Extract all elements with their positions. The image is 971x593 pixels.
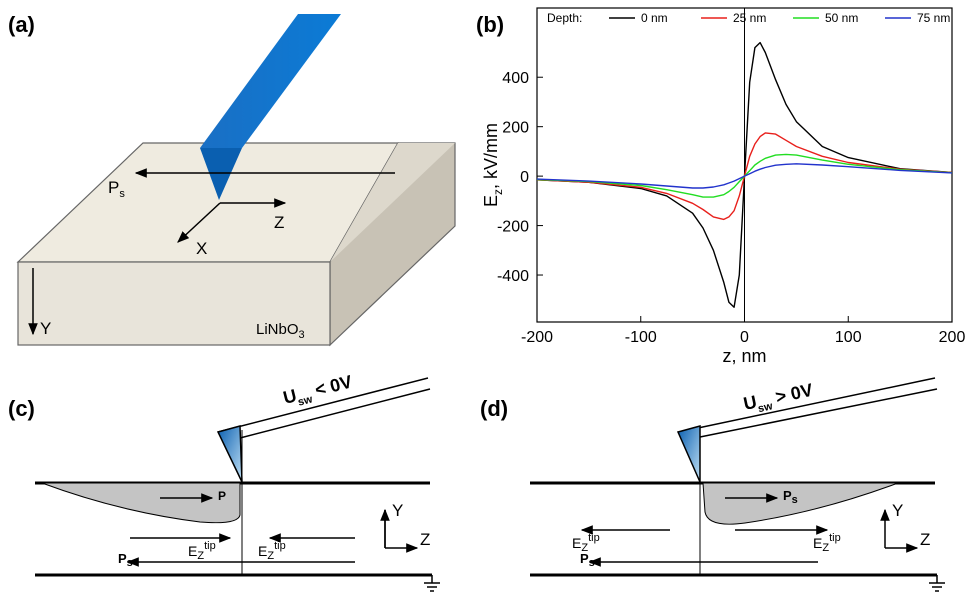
domain xyxy=(42,483,240,523)
domain xyxy=(703,483,898,524)
y-tick-label: 400 xyxy=(502,70,529,87)
label-sub: s xyxy=(792,494,798,506)
label: Usw > 0V xyxy=(742,380,816,418)
panel-label: (d) xyxy=(480,396,508,421)
label: EZtip xyxy=(188,540,216,562)
y-axis-label-part: E xyxy=(481,195,501,207)
label-main: P xyxy=(108,178,119,197)
legend-title: Depth: xyxy=(547,11,582,25)
label-sub: 3 xyxy=(299,329,305,341)
label: Ps xyxy=(118,551,133,569)
panel-a: (a) Ps Z X Y LiNbO3 xyxy=(8,12,455,345)
x-tick-label: 0 xyxy=(740,329,749,346)
label-sub: s xyxy=(589,557,595,569)
legend-label: 0 nm xyxy=(641,11,668,25)
label-rest: < 0V xyxy=(308,371,354,401)
tip xyxy=(678,426,700,482)
figure: (a) Ps Z X Y LiNbO3 (b) -400 -200 0 200 400 -… xyxy=(0,0,971,593)
ground xyxy=(929,575,945,591)
y-axis-label-part: , kV/mm xyxy=(481,123,501,189)
label-sub: s xyxy=(119,188,125,200)
legend-label: 50 nm xyxy=(825,11,858,25)
y-tick-label: 0 xyxy=(520,169,529,186)
label-main: P xyxy=(783,488,792,503)
x-axis-label: z, nm xyxy=(722,346,766,366)
label: X xyxy=(196,239,207,258)
label-main: LiNbO xyxy=(256,321,299,338)
y-tick-label: -200 xyxy=(497,219,529,236)
label-sup: tip xyxy=(274,540,286,552)
y-tick-label: -400 xyxy=(497,268,529,285)
label-sub: s xyxy=(127,557,133,569)
cantilever xyxy=(200,14,341,148)
label-rest: > 0V xyxy=(769,380,815,408)
panel-b: (b) -400 -200 0 200 400 -200 -100 0 100 200 z, nm E… xyxy=(476,8,965,366)
label-main: P xyxy=(118,551,127,566)
label: Z xyxy=(420,530,430,549)
label: Y xyxy=(892,501,903,520)
legend-label: 75 nm xyxy=(917,11,950,25)
panel-label: (a) xyxy=(8,12,35,37)
x-tick-label: 200 xyxy=(939,329,966,346)
label: EZtip xyxy=(813,532,841,554)
label-main: P xyxy=(580,551,589,566)
panel-d: (d) Usw > 0V Ps EZtip EZtip Ps Y Z xyxy=(480,378,945,591)
legend-label: 25 nm xyxy=(733,11,766,25)
label-main: E xyxy=(188,543,197,559)
cantilever xyxy=(698,378,937,437)
label-sup: tip xyxy=(204,540,216,552)
label: Z xyxy=(274,213,284,232)
label-sup: tip xyxy=(588,532,600,544)
x-tick-label: -100 xyxy=(625,329,657,346)
panel-c: (c) Usw < 0V P EZtip EZtip Ps Y Z xyxy=(8,371,440,591)
tip xyxy=(218,426,242,482)
panel-label: (b) xyxy=(476,12,504,37)
label: Y xyxy=(392,501,403,520)
x-tick-label: -200 xyxy=(521,329,553,346)
label: P xyxy=(218,489,226,503)
label: Y xyxy=(40,319,51,338)
x-tick-label: 100 xyxy=(835,329,862,346)
label: Z xyxy=(920,530,930,549)
label-sup: tip xyxy=(829,532,841,544)
ground xyxy=(424,575,440,591)
label-main: E xyxy=(572,535,581,551)
y-tick-label: 200 xyxy=(502,120,529,137)
label-main: E xyxy=(258,543,267,559)
panel-label: (c) xyxy=(8,396,35,421)
label: Ps xyxy=(580,551,595,569)
label: EZtip xyxy=(258,540,286,562)
label-main: E xyxy=(813,535,822,551)
